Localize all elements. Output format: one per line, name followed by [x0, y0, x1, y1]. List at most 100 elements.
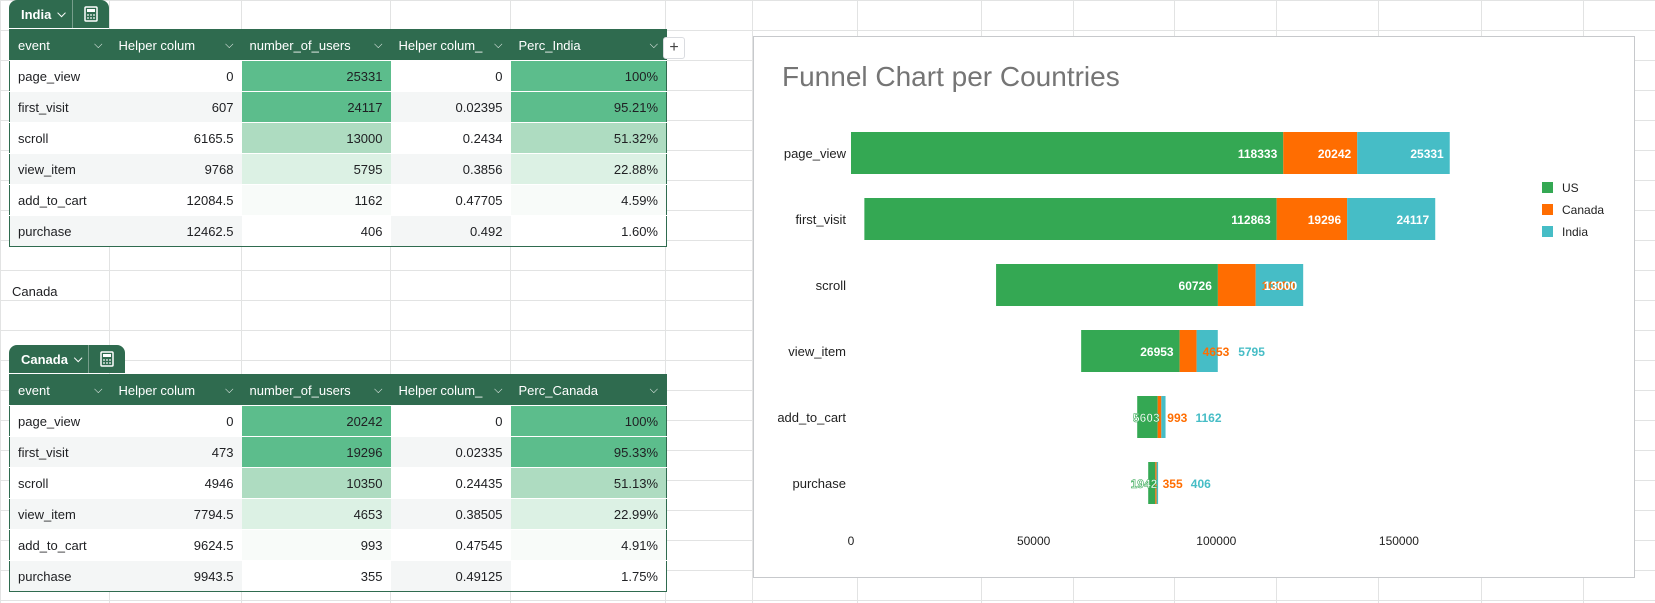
cell-users[interactable]: 19296 [241, 436, 391, 468]
cell-users[interactable]: 25331 [241, 60, 391, 92]
cell-perc[interactable]: 4.91% [510, 529, 667, 561]
cell-event[interactable]: add_to_cart [9, 184, 111, 216]
cell-helper2[interactable]: 0.492 [390, 215, 511, 247]
cell-helper1[interactable]: 6165.5 [110, 122, 242, 154]
cell-perc[interactable]: 1.75% [510, 560, 667, 592]
cell-users[interactable]: 4653 [241, 498, 391, 530]
chevron-down-icon[interactable]: ⌵ [374, 38, 383, 51]
column-header[interactable]: event ⌵ [9, 29, 111, 61]
data-label: 5795 [1238, 345, 1265, 359]
cell-event[interactable]: purchase [9, 215, 111, 247]
cell-helper1[interactable]: 9624.5 [110, 529, 242, 561]
column-header[interactable]: number_of_users ⌵ [241, 374, 391, 406]
cell-perc[interactable]: 51.32% [510, 122, 667, 154]
chevron-down-icon[interactable]: ⌵ [649, 38, 658, 51]
funnel-chart[interactable]: Funnel Chart per Countries page_view 1183… [753, 36, 1635, 578]
cell-users[interactable]: 13000 [241, 122, 391, 154]
cell-helper1[interactable]: 0 [110, 60, 242, 92]
cell-helper1[interactable]: 9768 [110, 153, 242, 185]
column-header[interactable]: Helper colum_ ⌵ [390, 29, 511, 61]
chevron-down-icon[interactable]: ⌵ [649, 383, 658, 396]
chevron-down-icon[interactable]: ⌵ [94, 38, 103, 51]
cell-perc[interactable]: 22.88% [510, 153, 667, 185]
cell-helper1[interactable]: 12084.5 [110, 184, 242, 216]
cell-helper2[interactable]: 0.3856 [390, 153, 511, 185]
cell-helper2[interactable]: 0.38505 [390, 498, 511, 530]
cell-users[interactable]: 24117 [241, 91, 391, 123]
cell-helper2[interactable]: 0.49125 [390, 560, 511, 592]
cell-event[interactable]: purchase [9, 560, 111, 592]
cell-helper1[interactable]: 4946 [110, 467, 242, 499]
column-header[interactable]: Helper colum ⌵ [110, 29, 242, 61]
cell-helper2[interactable]: 0.24435 [390, 467, 511, 499]
cell-helper1[interactable]: 9943.5 [110, 560, 242, 592]
cell-helper2[interactable]: 0.47705 [390, 184, 511, 216]
chevron-down-icon[interactable]: ⌵ [225, 383, 234, 396]
cell-helper1[interactable]: 7794.5 [110, 498, 242, 530]
data-label: 406 [1191, 477, 1211, 491]
cell-perc[interactable]: 1.60% [510, 215, 667, 247]
column-header[interactable]: event ⌵ [9, 374, 111, 406]
chevron-down-icon[interactable]: ⌵ [494, 383, 503, 396]
cell-perc[interactable]: 100% [510, 405, 667, 437]
cell-users[interactable]: 10350 [241, 467, 391, 499]
cell-event[interactable]: page_view [9, 405, 111, 437]
cell-event[interactable]: add_to_cart [9, 529, 111, 561]
chevron-down-icon[interactable]: ⌵ [94, 383, 103, 396]
chevron-down-icon[interactable]: ⌵ [374, 383, 383, 396]
cell-perc[interactable]: 51.13% [510, 467, 667, 499]
canada-table-tab[interactable]: Canada ⌵ [9, 345, 126, 373]
category-label: add_to_cart [777, 410, 846, 425]
chevron-down-icon[interactable]: ⌵ [494, 38, 503, 51]
column-header[interactable]: Helper colum_ ⌵ [390, 374, 511, 406]
cell-perc[interactable]: 95.33% [510, 436, 667, 468]
cell-perc[interactable]: 95.21% [510, 91, 667, 123]
cell-helper1[interactable]: 0 [110, 405, 242, 437]
column-header[interactable]: Perc_India ⌵ [510, 29, 667, 61]
cell-event[interactable]: first_visit [9, 91, 111, 123]
cell-event[interactable]: view_item [9, 153, 111, 185]
cell-perc[interactable]: 22.99% [510, 498, 667, 530]
cell-users[interactable]: 355 [241, 560, 391, 592]
column-header-label: Perc_Canada [518, 382, 599, 398]
cell-event[interactable]: first_visit [9, 436, 111, 468]
bar-us [1148, 462, 1156, 504]
bar-canada [1157, 396, 1162, 438]
cell-event[interactable]: scroll [9, 467, 111, 499]
cell-event[interactable]: view_item [9, 498, 111, 530]
cell-helper2[interactable]: 0.2434 [390, 122, 511, 154]
cell-users[interactable]: 1162 [241, 184, 391, 216]
cell-users[interactable]: 5795 [241, 153, 391, 185]
cell-event[interactable]: page_view [9, 60, 111, 92]
india-table-tab[interactable]: India ⌵ [9, 0, 109, 28]
cell-perc[interactable]: 4.59% [510, 184, 667, 216]
cell-helper1[interactable]: 473 [110, 436, 242, 468]
cell-helper2[interactable]: 0.02395 [390, 91, 511, 123]
cell-users[interactable]: 406 [241, 215, 391, 247]
chevron-down-icon[interactable]: ⌵ [225, 38, 234, 51]
cell-helper1[interactable]: 607 [110, 91, 242, 123]
cell-helper2[interactable]: 0.47545 [390, 529, 511, 561]
table-calculator-icon[interactable] [71, 0, 109, 28]
category-label: page_view [784, 146, 847, 161]
chart-plot: page_view 118333 20242 25331 first_visit 1128… [777, 132, 1604, 548]
cell-perc[interactable]: 100% [510, 60, 667, 92]
column-header[interactable]: Helper colum ⌵ [110, 374, 242, 406]
cell-helper2[interactable]: 0.02335 [390, 436, 511, 468]
cell-helper1[interactable]: 12462.5 [110, 215, 242, 247]
cell-users[interactable]: 20242 [241, 405, 391, 437]
add-column-button[interactable]: + [663, 37, 685, 59]
column-header[interactable]: Perc_Canada ⌵ [510, 374, 667, 406]
cell-helper2[interactable]: 0 [390, 60, 511, 92]
cell-event[interactable]: scroll [9, 122, 111, 154]
column-divider [109, 0, 110, 603]
data-label: 1942 [1131, 477, 1158, 491]
column-header[interactable]: number_of_users ⌵ [241, 29, 391, 61]
cell-users[interactable]: 993 [241, 529, 391, 561]
legend-label: US [1562, 181, 1579, 195]
table-name: India [21, 6, 52, 22]
bar-us [1081, 330, 1180, 372]
table-calculator-icon[interactable] [88, 345, 125, 373]
data-label: 5603 [1133, 411, 1160, 425]
cell-helper2[interactable]: 0 [390, 405, 511, 437]
